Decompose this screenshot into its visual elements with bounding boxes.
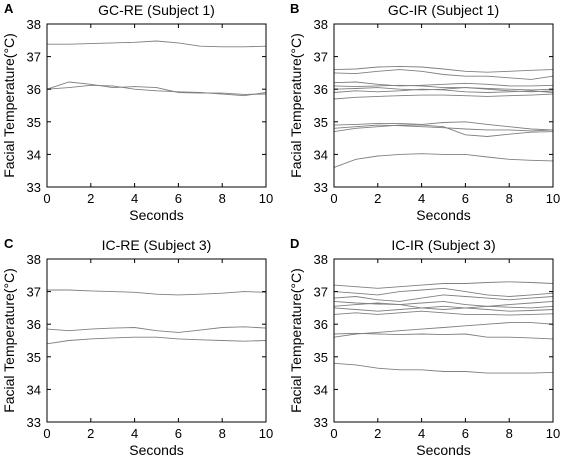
x-tick-label: 10 bbox=[546, 191, 560, 206]
x-axis-title: Seconds bbox=[416, 207, 470, 223]
y-tick-label: 38 bbox=[314, 17, 328, 32]
x-tick-label: 0 bbox=[43, 191, 50, 206]
y-tick-label: 38 bbox=[314, 252, 328, 267]
y-tick-label: 33 bbox=[314, 180, 328, 195]
x-tick-label: 0 bbox=[330, 191, 337, 206]
x-tick-label: 0 bbox=[43, 426, 50, 441]
panel-letter: B bbox=[290, 1, 299, 16]
x-tick-label: 6 bbox=[175, 426, 182, 441]
y-tick-label: 33 bbox=[27, 180, 41, 195]
plot-area-frame bbox=[333, 258, 554, 423]
series-line-8 bbox=[333, 121, 554, 131]
y-tick-label: 37 bbox=[27, 285, 41, 300]
series-line-1 bbox=[47, 289, 267, 296]
y-axis-title: Facial Temperature(°C) bbox=[1, 268, 17, 413]
x-tick-label: 10 bbox=[259, 426, 273, 441]
plot-area-frame bbox=[46, 258, 267, 423]
plot-area-frame bbox=[46, 23, 267, 188]
series-line-5 bbox=[333, 302, 554, 310]
y-tick-label: 36 bbox=[27, 317, 41, 332]
series-line-10 bbox=[333, 362, 554, 374]
series-line-3 bbox=[46, 84, 267, 97]
x-tick-label: 6 bbox=[462, 426, 469, 441]
y-tick-label: 38 bbox=[27, 252, 41, 267]
x-tick-label: 2 bbox=[374, 191, 381, 206]
y-tick-label: 35 bbox=[314, 115, 328, 130]
y-tick-label: 34 bbox=[314, 147, 328, 162]
series-line-2 bbox=[333, 69, 554, 80]
series-line-9 bbox=[333, 332, 554, 340]
y-tick-label: 36 bbox=[314, 82, 328, 97]
series-line-3 bbox=[333, 81, 554, 87]
panel-title: IC-RE (Subject 3) bbox=[102, 237, 212, 253]
plot-area-frame bbox=[333, 23, 554, 188]
x-tick-label: 4 bbox=[131, 426, 138, 441]
y-tick-label: 34 bbox=[27, 382, 41, 397]
x-axis-title: Seconds bbox=[129, 207, 183, 223]
series-line-2 bbox=[46, 81, 267, 95]
series-line-3 bbox=[46, 336, 267, 345]
series-line-1 bbox=[333, 281, 554, 289]
series-line-11 bbox=[333, 153, 554, 168]
x-tick-label: 6 bbox=[462, 191, 469, 206]
chart-panel-b: 0 2 4 6 8 10 33 34 35 36 37 38 GC-IR (Subject 1) B Sec… bbox=[288, 1, 560, 223]
series-line-2 bbox=[46, 326, 267, 333]
y-axis-title: Facial Temperature(°C) bbox=[1, 33, 17, 178]
series-line-1 bbox=[47, 40, 267, 48]
panel-letter: C bbox=[4, 236, 14, 251]
series-line-4 bbox=[333, 84, 554, 91]
series-line-2 bbox=[333, 287, 554, 297]
series-line-6 bbox=[333, 88, 554, 93]
x-tick-label: 0 bbox=[330, 426, 337, 441]
y-tick-label: 33 bbox=[27, 415, 41, 430]
x-tick-label: 8 bbox=[506, 426, 513, 441]
y-tick-label: 37 bbox=[27, 50, 41, 65]
panel-title: GC-RE (Subject 1) bbox=[98, 2, 215, 18]
series-line-1 bbox=[333, 65, 554, 73]
x-tick-label: 2 bbox=[87, 191, 94, 206]
series-line-7 bbox=[333, 310, 554, 316]
y-tick-label: 37 bbox=[314, 50, 328, 65]
x-tick-label: 4 bbox=[418, 191, 425, 206]
x-tick-label: 4 bbox=[418, 426, 425, 441]
series-line-3 bbox=[333, 294, 554, 302]
y-tick-label: 36 bbox=[314, 317, 328, 332]
panel-letter: A bbox=[4, 1, 14, 16]
series-line-6 bbox=[333, 305, 554, 312]
y-tick-label: 33 bbox=[314, 415, 328, 430]
y-axis-title: Facial Temperature(°C) bbox=[288, 33, 304, 178]
x-tick-label: 10 bbox=[259, 191, 273, 206]
x-tick-label: 8 bbox=[219, 191, 226, 206]
y-axis-title: Facial Temperature(°C) bbox=[288, 268, 304, 413]
panel-title: GC-IR (Subject 1) bbox=[388, 2, 499, 18]
x-axis-title: Seconds bbox=[129, 442, 183, 458]
x-tick-label: 8 bbox=[219, 426, 226, 441]
x-axis-title: Seconds bbox=[416, 442, 470, 458]
y-tick-label: 35 bbox=[27, 115, 41, 130]
x-tick-label: 8 bbox=[506, 191, 513, 206]
y-tick-label: 34 bbox=[314, 382, 328, 397]
chart-panel-a: 0 2 4 6 8 10 33 34 35 36 37 38 GC-RE (Subject 1) A Sec… bbox=[1, 1, 273, 223]
y-tick-label: 35 bbox=[27, 350, 41, 365]
panel-letter: D bbox=[290, 236, 299, 251]
y-tick-label: 34 bbox=[27, 147, 41, 162]
x-tick-label: 2 bbox=[374, 426, 381, 441]
series-line-10 bbox=[333, 124, 554, 137]
series-line-9 bbox=[333, 124, 554, 132]
series-line-8 bbox=[333, 322, 554, 338]
chart-panel-d: 0 2 4 6 8 10 33 34 35 36 37 38 IC-IR (Subject 3) D Sec… bbox=[288, 236, 560, 458]
y-tick-label: 37 bbox=[314, 285, 328, 300]
y-tick-label: 38 bbox=[27, 17, 41, 32]
series-line-7 bbox=[333, 93, 554, 100]
x-tick-label: 4 bbox=[131, 191, 138, 206]
chart-panel-c: 0 2 4 6 8 10 33 34 35 36 37 38 IC-RE (Subject 3) C Sec… bbox=[1, 236, 273, 458]
y-tick-label: 35 bbox=[314, 350, 328, 365]
panel-title: IC-IR (Subject 3) bbox=[391, 237, 495, 253]
x-tick-label: 2 bbox=[87, 426, 94, 441]
y-tick-label: 36 bbox=[27, 82, 41, 97]
x-tick-label: 10 bbox=[546, 426, 560, 441]
x-tick-label: 6 bbox=[175, 191, 182, 206]
